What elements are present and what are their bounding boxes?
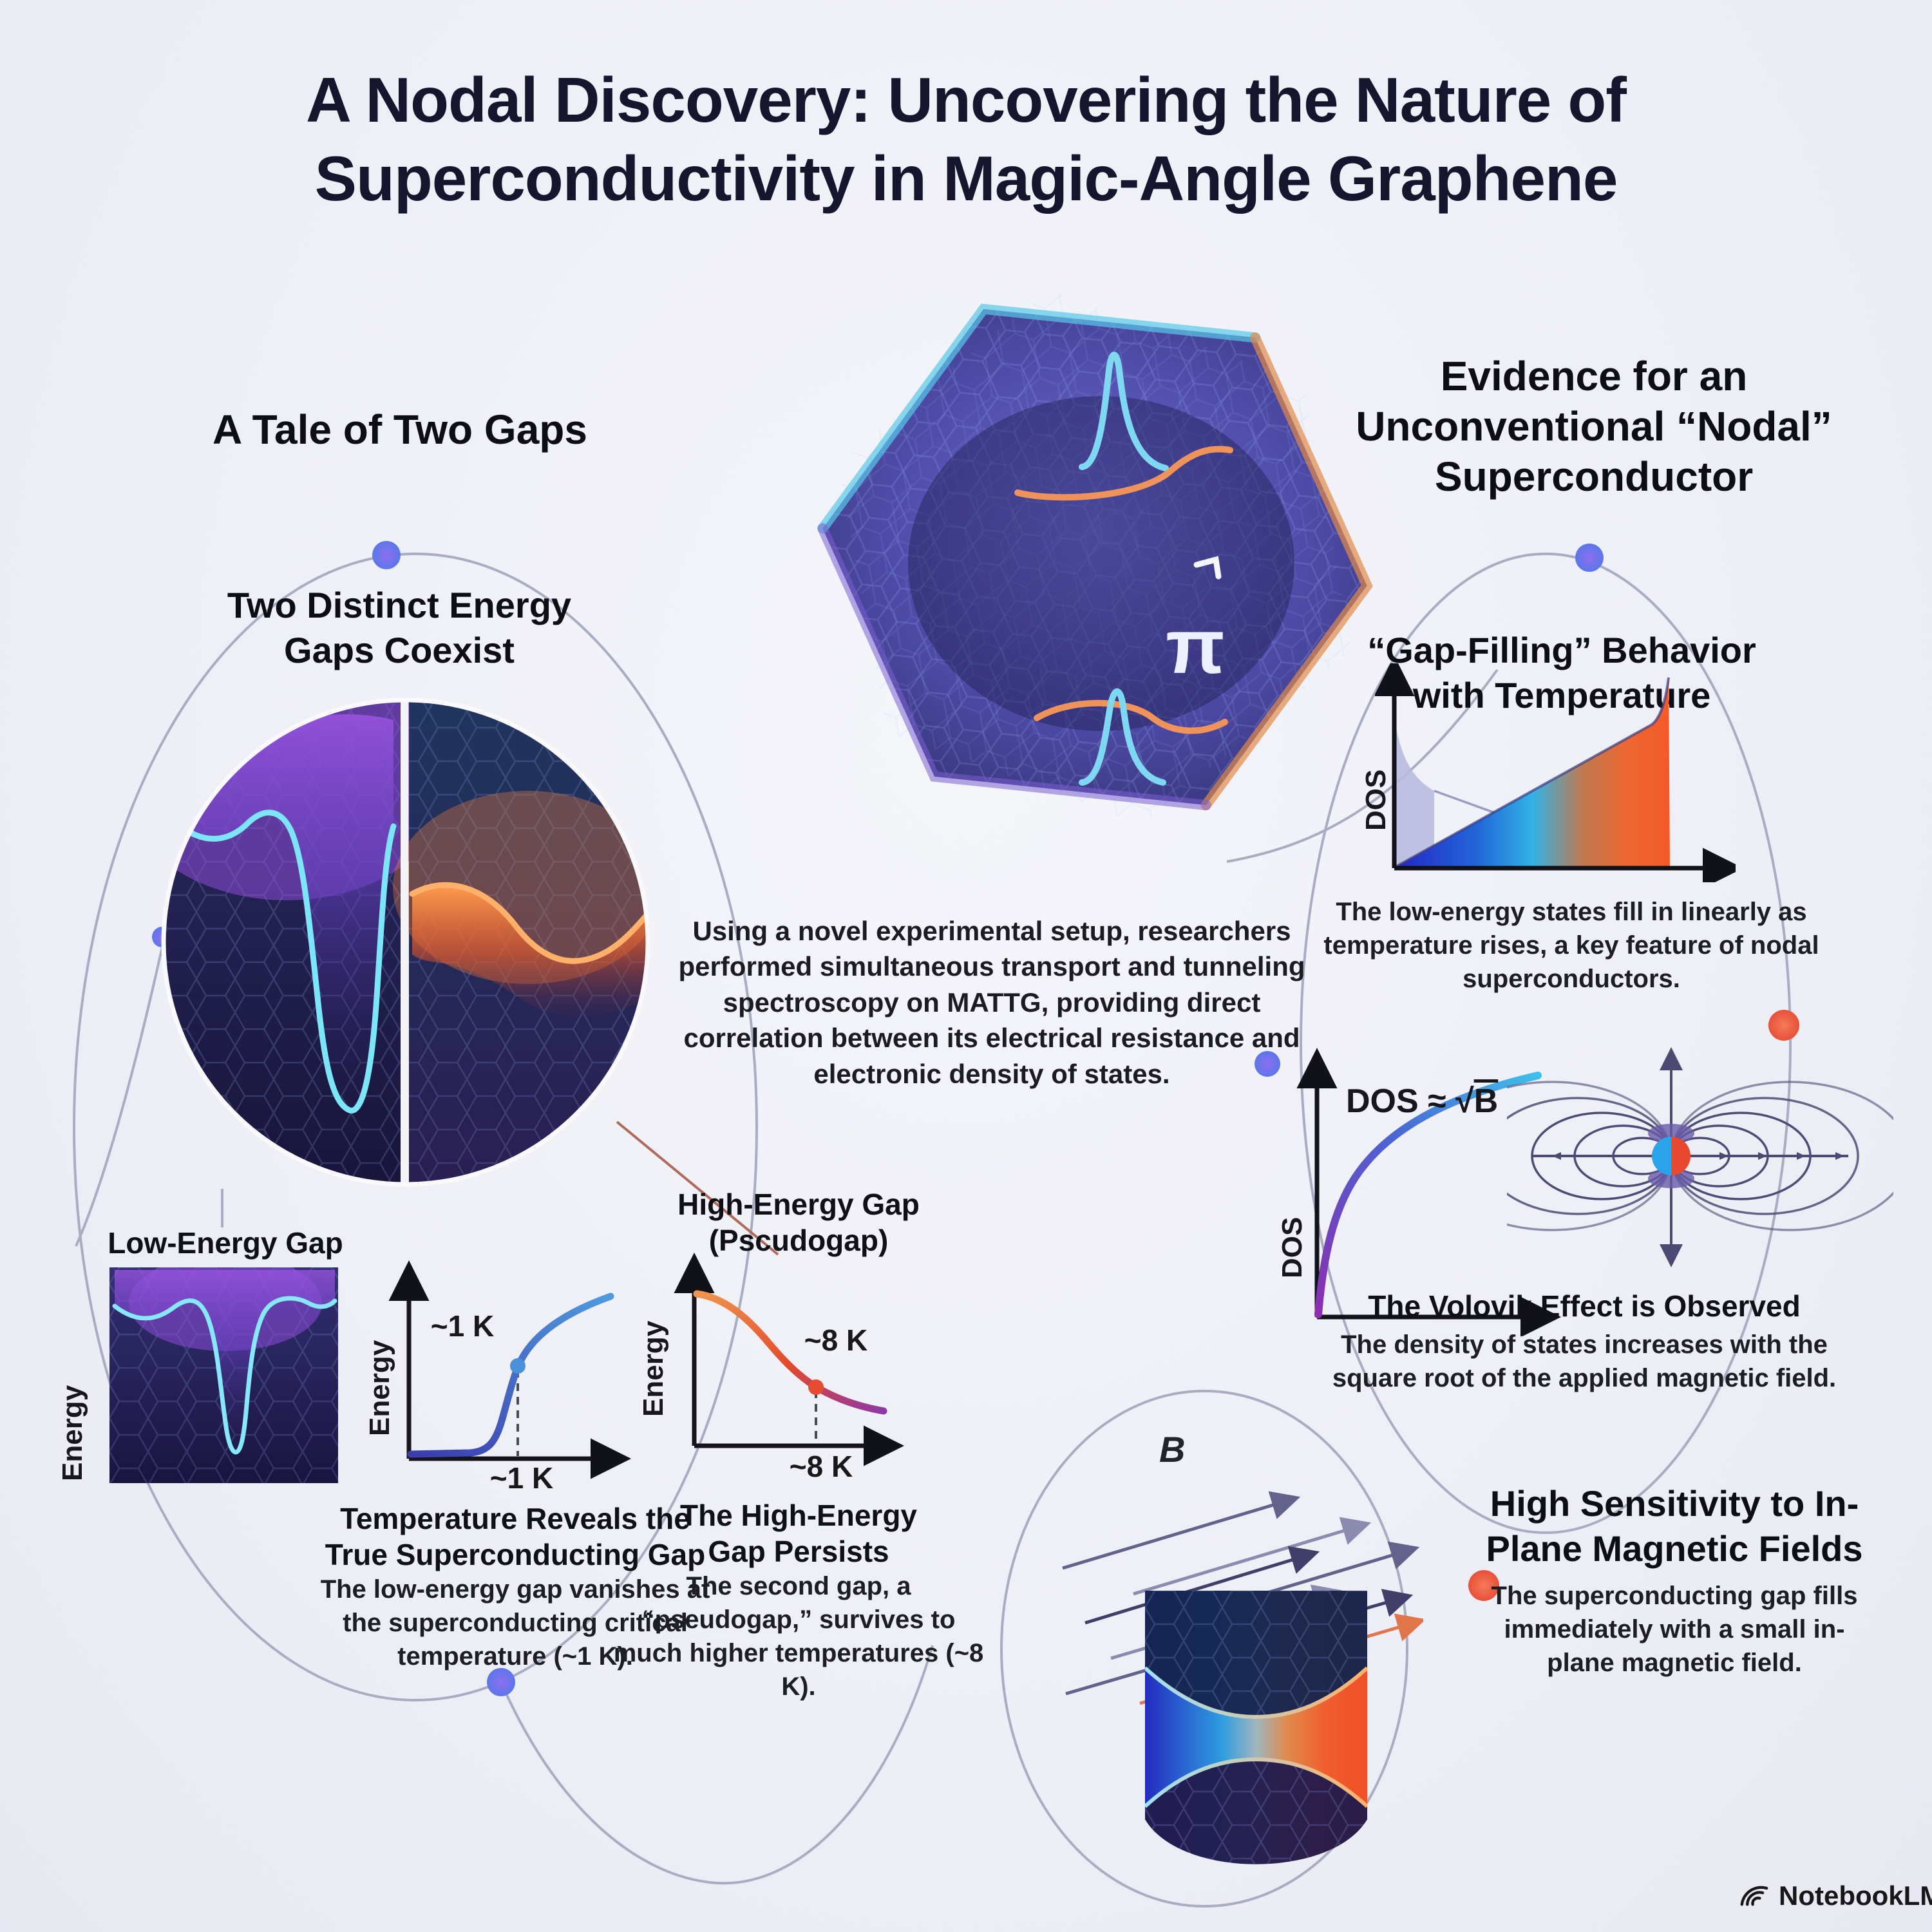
center-description: Using a novel experimental setup, resear… xyxy=(678,916,1305,1089)
bottom-u-connector xyxy=(500,1645,934,1885)
curve-annotation: ~8 K xyxy=(804,1323,867,1357)
pseudogap-curve xyxy=(693,1290,887,1415)
high-gap-chart-title: High-Energy Gap (Pscudogap) xyxy=(677,1188,920,1258)
low-gap-image xyxy=(109,1267,338,1483)
formula-sqrt-argument: B xyxy=(1473,1083,1499,1120)
hexagon-cyan-rim xyxy=(817,303,1260,534)
tick-glyph xyxy=(1193,556,1222,580)
circle-divider xyxy=(401,700,408,1184)
red-node-dot xyxy=(1768,1010,1799,1041)
x-tick-label: ~8 K xyxy=(790,1450,853,1481)
volovik-title: The Volovik Effect is Observed xyxy=(1368,1289,1801,1323)
hexagon-orange-rim xyxy=(1200,332,1373,811)
spectral-peak-glyph-bottom xyxy=(1079,688,1166,786)
hexagon-connector xyxy=(1226,668,1499,863)
vortex-field-diagram xyxy=(1507,1047,1893,1267)
filled-dos-area xyxy=(1396,677,1670,867)
gap-filling-dos-chart xyxy=(1375,663,1736,882)
k8-caption-body: The second gap, a “pseudogap,” survives … xyxy=(613,1572,984,1701)
moire-graphene-illustration: π xyxy=(817,289,1373,825)
purple-node-dot xyxy=(1255,1051,1280,1077)
dos-sqrt-b-formula: DOS ≈ √B xyxy=(1346,1082,1498,1121)
spectral-peak-glyph-top xyxy=(1079,352,1169,471)
k1-caption-body: The low-energy gap vanishes at the super… xyxy=(320,1575,710,1671)
purple-node-dot xyxy=(1575,544,1604,572)
high-gap-vs-temperature-chart: ~8 K ~8 K xyxy=(674,1253,904,1481)
energy-axis-label: Energy xyxy=(364,1340,395,1436)
two-gaps-circle-illustration xyxy=(161,697,650,1187)
page-title: A Nodal Discovery: Uncovering the Nature… xyxy=(306,64,1627,214)
circle-right-half-high-gap xyxy=(393,700,648,1184)
volovik-sqrt-chart xyxy=(1296,1048,1561,1336)
transition-point xyxy=(510,1358,526,1374)
node-dots xyxy=(152,541,1799,1696)
field-direction-arrows xyxy=(1552,1152,1844,1160)
notebooklm-brand: NotebookLM xyxy=(1739,1880,1932,1911)
k8-caption-title: The High-Energy Gap Persists xyxy=(679,1499,918,1569)
dos-edge-curve xyxy=(1395,677,1670,868)
low-gap-label: Low-Energy Gap xyxy=(108,1226,343,1260)
low-gap-vs-temperature-chart: ~1 K ~1 K xyxy=(388,1260,631,1491)
bottom-square-loop xyxy=(1000,1390,1408,1908)
filled-gap-image xyxy=(1145,1591,1367,1864)
sqrt-b-curve xyxy=(1314,1072,1542,1318)
red-node-dot xyxy=(1468,1570,1499,1601)
left-section-heading: A Tale of Two Gaps xyxy=(213,406,587,453)
vortex-core-blue-half xyxy=(1652,1137,1671,1175)
purple-node-dot xyxy=(372,541,401,569)
transition-point xyxy=(808,1379,824,1395)
spectral-curve-glyph-top xyxy=(1014,446,1233,501)
low-gap-curve xyxy=(174,810,397,1113)
spectral-curve-glyph-bottom xyxy=(1034,699,1228,734)
high-gap-connector xyxy=(616,1121,779,1256)
volovik-body: The density of states increases with the… xyxy=(1332,1331,1837,1392)
hexagon-purple-rim xyxy=(817,523,1211,811)
formula-prefix: DOS ≈ √ xyxy=(1346,1083,1474,1120)
vortex-core-red-half xyxy=(1671,1137,1690,1175)
curve-annotation: ~1 K xyxy=(431,1309,494,1343)
right-section-loop xyxy=(1300,553,1792,1534)
high-gap-curve xyxy=(409,882,648,964)
notebooklm-logo-icon xyxy=(1740,1886,1768,1906)
dos-axis-label: DOS xyxy=(1360,769,1392,831)
left-dot-connector xyxy=(75,946,164,1247)
right-section-heading: Evidence for an Unconventional “Nodal” S… xyxy=(1356,353,1832,500)
x-tick-label: ~1 K xyxy=(490,1461,553,1491)
energy-axis-label: Energy xyxy=(638,1320,669,1417)
zero-temperature-gap-band xyxy=(1396,724,1434,867)
purple-node-dot xyxy=(487,1668,515,1696)
two-gaps-subheading: Two Distinct Energy Gaps Coexist xyxy=(227,585,572,670)
pi-symbol: π xyxy=(1166,603,1225,690)
dos-axis-label: DOS xyxy=(1276,1217,1308,1278)
in-plane-body: The superconducting gap fills immediatel… xyxy=(1491,1582,1858,1677)
gap-energy-curve xyxy=(407,1293,614,1458)
k1-caption-title: Temperature Reveals the True Superconduc… xyxy=(325,1502,706,1572)
notebooklm-logo-text: NotebookLM xyxy=(1779,1880,1932,1911)
gap-filling-caption: The low-energy states fill in linearly a… xyxy=(1323,898,1819,993)
left-section-loop xyxy=(73,553,758,1701)
b-field-label: B xyxy=(1159,1429,1186,1470)
energy-axis-label: Energy xyxy=(57,1385,88,1481)
in-plane-title: High Sensitivity to In-Plane Magnetic Fi… xyxy=(1486,1483,1863,1569)
